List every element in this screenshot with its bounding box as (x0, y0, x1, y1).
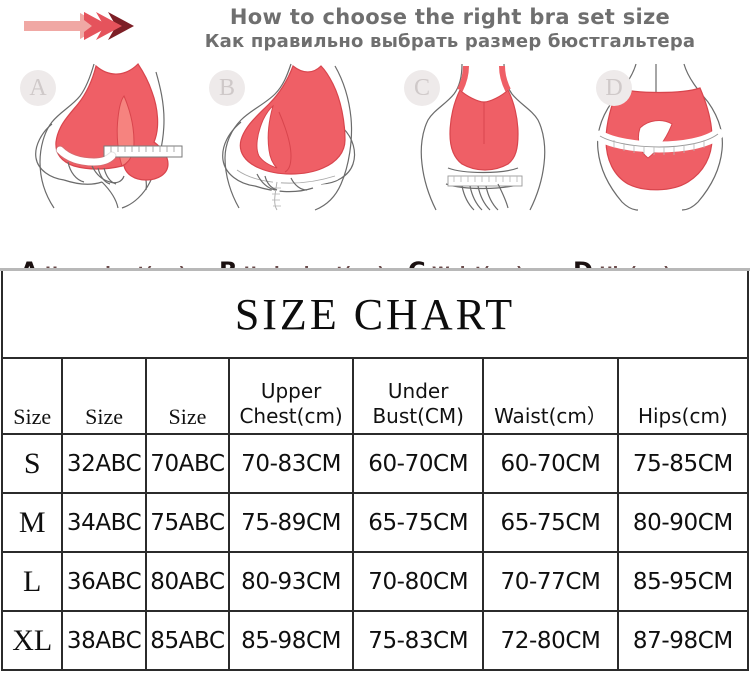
figure-c-waist: C (390, 62, 576, 260)
table-body: S 32ABC 70ABC 70-83CM 60-70CM 60-70CM 75… (0, 433, 750, 671)
row-s-waist: 60-70CM (482, 433, 619, 494)
measuring-tape (232, 165, 340, 212)
table-row: XL 38ABC 85ABC 85-98CM 75-83CM 72-80CM 8… (0, 610, 750, 671)
table-row: L 36ABC 80ABC 80-93CM 70-80CM 70-77CM 85… (0, 551, 750, 612)
header-under-bust-line1: Under (387, 379, 449, 403)
waist-measure-illustration (420, 63, 546, 211)
measuring-tape (55, 145, 183, 167)
page-title-ru: Как правильно выбрать размер бюстгальтер… (204, 31, 696, 52)
measurement-illustrations: A (0, 62, 750, 260)
figure-badge-a: A (20, 70, 56, 106)
header-under-bust: Under Bust(CM) (352, 357, 485, 435)
figure-a-upper-bust: A (6, 62, 192, 260)
table-title-row: SIZE CHART (1, 271, 749, 359)
header-size-1: Size (0, 357, 64, 435)
arrow-graphic (22, 9, 152, 43)
row-m-size-letter: M (0, 492, 64, 553)
hands (67, 161, 125, 185)
row-m-upper-chest: 75-89CM (228, 492, 355, 553)
upper-bust-measure-illustration (35, 63, 183, 209)
hands (461, 183, 509, 211)
page-title-en: How to choose the right bra set size (229, 5, 671, 29)
row-xl-under-bust: 75-83CM (352, 610, 485, 671)
row-s-under-bust: 60-70CM (352, 433, 485, 494)
row-xl-size-us: 38ABC (61, 610, 147, 671)
row-m-size-us: 34ABC (61, 492, 147, 553)
size-chart-section: SIZE CHART Size Size Size Upper Chest(cm… (0, 268, 750, 671)
figure-d-hip: D (578, 62, 750, 260)
row-m-hips: 80-90CM (616, 492, 750, 553)
row-s-size-eu: 70ABC (144, 433, 231, 494)
header-upper-chest-line2: Chest(cm) (239, 404, 343, 428)
row-s-size-us: 32ABC (61, 433, 147, 494)
table-top-rule (0, 268, 750, 271)
header-under-bust-line2: Bust(CM) (372, 404, 464, 428)
row-m-waist: 65-75CM (482, 492, 619, 553)
header-size-3: Size (144, 357, 231, 435)
bra-shape (239, 65, 346, 175)
row-s-hips: 75-85CM (616, 433, 750, 494)
page-header: How to choose the right bra set size Как… (0, 0, 750, 62)
size-chart-title: SIZE CHART (234, 289, 516, 339)
measuring-tape (447, 175, 523, 187)
row-l-hips: 85-95CM (616, 551, 750, 612)
table-row: S 32ABC 70ABC 70-83CM 60-70CM 60-70CM 75… (0, 433, 750, 494)
row-l-size-eu: 80ABC (144, 551, 231, 612)
size-chart-table: SIZE CHART Size Size Size Upper Chest(cm… (0, 271, 750, 671)
row-xl-size-letter: XL (0, 610, 64, 671)
triple-arrow-icon (24, 12, 134, 40)
figure-b-under-bust: B (195, 62, 381, 260)
table-row: M 34ABC 75ABC 75-89CM 65-75CM 65-75CM 80… (0, 492, 750, 553)
title-block: How to choose the right bra set size Как… (150, 4, 750, 54)
row-l-size-us: 36ABC (61, 551, 147, 612)
size-chart-title-cell: SIZE CHART (1, 271, 749, 359)
row-l-waist: 70-77CM (482, 551, 619, 612)
hip-measure-illustration (594, 63, 724, 211)
row-l-size-letter: L (0, 551, 64, 612)
row-s-upper-chest: 70-83CM (228, 433, 355, 494)
row-l-upper-chest: 80-93CM (228, 551, 355, 612)
row-xl-size-eu: 85ABC (144, 610, 231, 671)
row-l-under-bust: 70-80CM (352, 551, 485, 612)
figure-badge-c: C (404, 70, 440, 106)
row-xl-upper-chest: 85-98CM (228, 610, 355, 671)
hands (256, 173, 308, 191)
row-m-size-eu: 75ABC (144, 492, 231, 553)
figure-badge-b: B (209, 70, 245, 106)
row-xl-waist: 72-80CM (482, 610, 619, 671)
header-size-2: Size (61, 357, 147, 435)
header-waist: Waist(cm） (482, 357, 619, 435)
row-xl-hips: 87-98CM (616, 610, 750, 671)
measuring-tape (594, 128, 724, 155)
under-bust-measure-illustration (222, 63, 356, 212)
header-upper-chest: Upper Chest(cm) (228, 357, 355, 435)
row-m-under-bust: 65-75CM (352, 492, 485, 553)
figure-badge-d: D (596, 70, 632, 106)
table-header-row: Size Size Size Upper Chest(cm) Under Bus… (0, 357, 750, 435)
row-s-size-letter: S (0, 433, 64, 494)
header-hips: Hips(cm) (616, 357, 750, 435)
header-upper-chest-line1: Upper (260, 379, 322, 403)
